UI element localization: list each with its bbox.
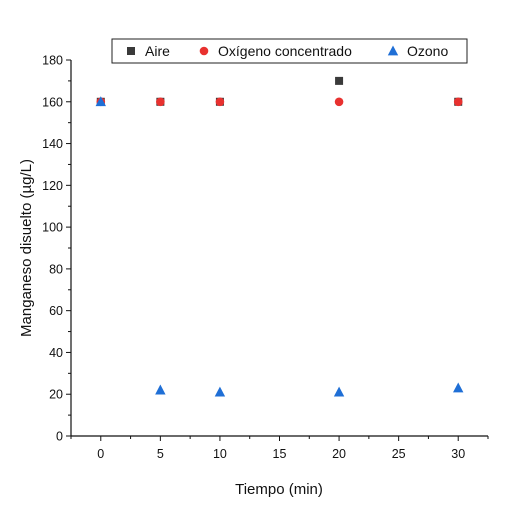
- point-ox-geno-concentrado: [156, 97, 165, 107]
- x-tick-label: 25: [392, 447, 406, 461]
- y-tick-label: 180: [42, 54, 63, 68]
- legend-marker: [387, 45, 399, 56]
- y-tick-label: 120: [42, 179, 63, 193]
- x-tick-label: 15: [273, 447, 287, 461]
- point-aire: [335, 76, 344, 85]
- x-tick-label: 0: [97, 447, 104, 461]
- y-tick-label: 160: [42, 95, 63, 109]
- point-ox-geno-concentrado: [334, 97, 344, 107]
- point-ozono: [155, 384, 166, 395]
- legend: Aire Oxígeno concentrado Ozono: [111, 38, 468, 64]
- axes: [70, 60, 488, 437]
- legend-marker: [199, 46, 209, 56]
- y-axis-title: Manganeso disuelto (µg/L): [18, 159, 35, 337]
- x-axis-title: Tiempo (min): [235, 481, 323, 498]
- legend-label: Ozono: [407, 43, 448, 59]
- legend-marker: [127, 47, 135, 55]
- x-tick-label: 20: [332, 447, 346, 461]
- point-ozono: [453, 382, 464, 393]
- point-ox-geno-concentrado: [453, 97, 463, 107]
- x-tick-label: 30: [451, 447, 465, 461]
- point-ox-geno-concentrado: [215, 97, 225, 107]
- legend-label: Oxígeno concentrado: [218, 43, 352, 59]
- y-tick-label: 60: [49, 304, 63, 318]
- point-ozono: [333, 386, 345, 397]
- y-tick-label: 20: [49, 388, 63, 402]
- legend-label: Aire: [145, 43, 170, 59]
- y-tick-label: 80: [49, 262, 63, 276]
- y-tick-label: 100: [42, 221, 63, 235]
- legend-box: [111, 38, 468, 64]
- data-markers: [95, 76, 464, 397]
- x-tick-label: 5: [157, 447, 164, 461]
- y-tick-label: 40: [49, 346, 63, 360]
- point-ozono: [214, 386, 226, 397]
- y-tick-label: 140: [42, 137, 63, 151]
- point-ozono: [95, 96, 106, 107]
- x-tick-label: 10: [213, 447, 227, 461]
- ticks: 0 20 40 60 80 100 120 140 160 180 0 5 10 15 20 25 30: [42, 54, 489, 461]
- y-tick-label: 0: [56, 430, 63, 444]
